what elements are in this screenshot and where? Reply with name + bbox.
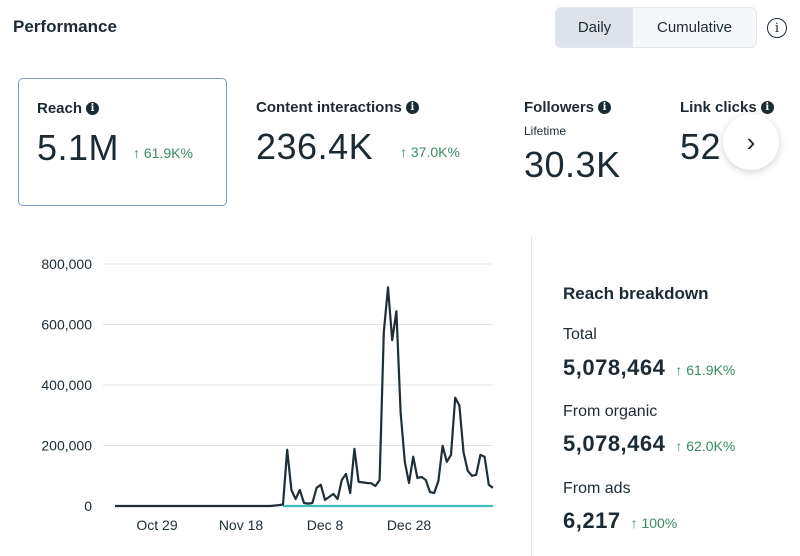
card-label: Link clicks i [680,99,774,116]
y-tick-label: 200,000 [41,438,92,454]
card-label-text: Reach [37,100,83,117]
y-tick-label: 800,000 [41,256,92,272]
card-label: Followers i [524,99,612,116]
y-tick-label: 0 [84,498,92,514]
card-reach[interactable]: Reach i 5.1M ↑ 61.9K% [18,78,227,206]
x-tick-label: Dec 28 [387,517,432,533]
breakdown-ads-label: From ads [563,480,631,497]
card-value: 5.1M [37,127,120,168]
info-icon[interactable]: i [405,101,419,114]
value: 6,217 [563,508,621,533]
y-tick-label: 600,000 [41,317,92,333]
value: 5,078,464 [563,431,666,456]
breakdown-organic-label: From organic [563,403,658,420]
x-tick-label: Oct 29 [136,517,177,533]
info-circle-icon[interactable]: i [767,18,787,38]
view-toggle: Daily Cumulative [555,7,757,48]
card-link-clicks[interactable]: Link clicks i 52 [662,78,800,206]
card-label-text: Content interactions [256,99,402,116]
card-content-interactions[interactable]: Content interactions i 236.4K ↑ 37.0K% [238,78,508,206]
card-label-text: Followers [524,99,595,116]
card-value: 236.4K [256,126,374,167]
card-value: 30.3K [524,144,621,185]
card-label-text: Link clicks [680,99,757,116]
cumulative-button[interactable]: Cumulative [656,19,733,36]
card-label: Content interactions i [256,99,419,116]
chevron-right-icon[interactable]: › [723,114,779,170]
breakdown-ads-value: 6,217 ↑ 100% [563,508,677,534]
card-delta: ↑ 61.9K% [133,145,193,161]
info-icon[interactable]: i [598,101,612,114]
delta: ↑ 62.0K% [675,438,736,454]
delta: ↑ 61.9K% [675,362,736,378]
reach-chart: 0 200,000 400,000 600,000 800,000 Oct 29 Nov 1… [41,256,494,533]
y-tick-label: 400,000 [41,377,92,393]
info-icon[interactable]: i [86,102,100,115]
divider [531,237,532,556]
card-delta: ↑ 37.0K% [400,144,460,160]
card-value: 52 [680,126,722,167]
organic-series-line [115,286,494,508]
breakdown-title: Reach breakdown [563,284,709,303]
x-tick-label: Nov 18 [219,517,264,533]
breakdown-organic-value: 5,078,464 ↑ 62.0K% [563,431,735,457]
breakdown-total-value: 5,078,464 ↑ 61.9K% [563,355,735,381]
x-tick-label: Dec 8 [307,517,344,533]
info-icon[interactable]: i [760,101,774,114]
daily-button[interactable]: Daily [556,8,633,47]
delta: ↑ 100% [630,515,678,531]
card-label: Reach i [37,100,100,117]
breakdown-total-label: Total [563,326,597,343]
card-followers[interactable]: Followers i Lifetime 30.3K [506,78,656,206]
page-title: Performance [13,17,117,36]
value: 5,078,464 [563,355,666,380]
card-sublabel: Lifetime [524,124,567,138]
